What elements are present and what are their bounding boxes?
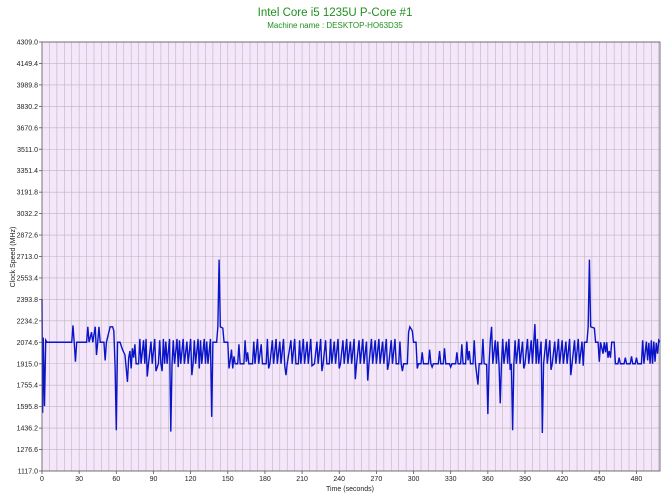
x-tick-label: 420: [556, 476, 568, 483]
y-tick-label: 2393.8: [17, 297, 39, 304]
x-tick-label: 90: [150, 476, 158, 483]
clock-speed-series-line: [41, 259, 661, 433]
y-tick-label: 2074.6: [17, 340, 39, 347]
x-tick-label: 120: [185, 476, 197, 483]
y-tick-label: 1117.0: [18, 469, 38, 476]
x-tick-label: 210: [296, 476, 308, 483]
y-tick-label: 1436.2: [17, 426, 39, 433]
y-tick-label: 3670.6: [17, 125, 39, 132]
y-axis-ticks: 1117.0 1276.6 1436.2 1595.8 1755.4 1915.0 2074…: [17, 40, 42, 476]
grid-lines: [42, 41, 660, 472]
x-tick-label: 0: [40, 476, 44, 483]
y-tick-label: 1755.4: [17, 383, 39, 390]
y-tick-label: 1915.0: [17, 361, 39, 368]
x-tick-label: 450: [593, 476, 605, 483]
x-tick-label: 270: [371, 476, 383, 483]
x-tick-label: 300: [408, 476, 420, 483]
y-tick-label: 3511.0: [17, 147, 38, 154]
y-tick-label: 1276.6: [17, 447, 39, 454]
y-tick-label: 3989.8: [17, 82, 39, 89]
x-axis-label: Time (seconds): [326, 486, 374, 493]
y-tick-label: 3351.4: [17, 168, 39, 175]
x-tick-label: 360: [482, 476, 494, 483]
y-tick-label: 3830.2: [17, 104, 39, 111]
y-tick-label: 2872.6: [17, 233, 39, 240]
y-tick-label: 4309.0: [17, 40, 39, 47]
y-axis-label: Clock Speed (MHz): [10, 227, 17, 288]
x-tick-label: 480: [631, 476, 643, 483]
y-tick-label: 3032.2: [17, 211, 39, 218]
x-tick-label: 240: [333, 476, 345, 483]
x-tick-label: 180: [259, 476, 271, 483]
chart-title: Intel Core i5 1235U P-Core #1: [258, 7, 413, 19]
x-tick-label: 60: [112, 476, 120, 483]
y-tick-label: 2713.0: [17, 254, 39, 261]
x-tick-label: 30: [75, 476, 83, 483]
y-tick-label: 2553.4: [17, 275, 39, 282]
x-axis-ticks: 0 30 60 90 120 150 180 210 240 270 300 330 360 390 420…: [40, 471, 642, 483]
y-tick-label: 1595.8: [17, 404, 39, 411]
x-tick-label: 330: [445, 476, 457, 483]
y-tick-label: 4149.4: [17, 61, 39, 68]
y-tick-label: 3191.8: [17, 190, 39, 197]
y-tick-label: 2234.2: [17, 318, 39, 325]
chart-subtitle: Machine name : DESKTOP-HO63D35: [267, 21, 403, 30]
x-tick-label: 390: [519, 476, 531, 483]
x-tick-label: 150: [222, 476, 234, 483]
series-layer: [41, 259, 661, 433]
